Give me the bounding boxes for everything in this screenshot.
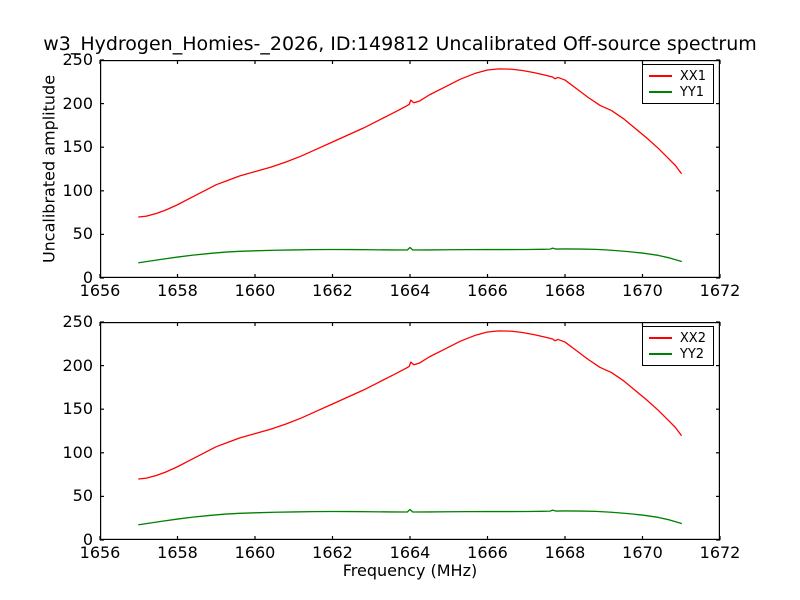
x-tick-label: 1658 bbox=[157, 543, 198, 562]
y-tick-label: 250 bbox=[62, 312, 93, 331]
x-tick-label: 1672 bbox=[699, 281, 741, 300]
x-tick-label: 1656 bbox=[79, 281, 121, 300]
subplot-1: 1656 1658 1660 1662 1664 1666 1668 1670 1672 0 50 1… bbox=[62, 51, 740, 299]
figure-title: w3_Hydrogen_Homies-_2026, ID:149812 Unca… bbox=[43, 33, 757, 55]
subplot-1-canvas bbox=[99, 59, 721, 279]
x-axis-label: Frequency (MHz) bbox=[342, 561, 478, 580]
subplot-2-canvas bbox=[99, 321, 721, 541]
x-tick-label: 1664 bbox=[389, 543, 431, 562]
axes-frame bbox=[100, 60, 720, 279]
y-tick-label: 50 bbox=[72, 486, 93, 506]
legend-entry: YY1 bbox=[648, 84, 706, 100]
legend-label: YY1 bbox=[679, 84, 705, 100]
y-tick-label: 250 bbox=[62, 50, 93, 69]
y-tick-label: 150 bbox=[62, 137, 93, 157]
series-line-yy1 bbox=[138, 246, 682, 264]
x-tick-label: 1670 bbox=[622, 543, 663, 562]
series-line-xx1 bbox=[138, 68, 682, 218]
y-tick-label: 0 bbox=[82, 268, 93, 287]
axes-frame bbox=[100, 322, 720, 541]
legend-label: XX1 bbox=[679, 68, 706, 84]
x-tick-label: 1672 bbox=[699, 543, 741, 562]
legend: XX1 YY1 bbox=[641, 64, 714, 104]
legend-line-sample bbox=[648, 337, 672, 339]
legend-entry: XX2 bbox=[648, 330, 706, 346]
series-line-xx2 bbox=[138, 330, 682, 480]
x-tick-label: 1662 bbox=[312, 281, 353, 300]
y-tick-label: 50 bbox=[72, 224, 93, 244]
x-tick-label: 1666 bbox=[467, 281, 508, 300]
legend-entry: YY2 bbox=[648, 346, 706, 362]
legend-label: YY2 bbox=[679, 346, 705, 362]
x-tick-label: 1666 bbox=[467, 543, 508, 562]
subplot-2: 1656 1658 1660 1662 1664 1666 1668 1670 1672 0 50 1… bbox=[62, 313, 740, 561]
legend-line-sample bbox=[648, 75, 672, 77]
x-tick-label: 1668 bbox=[544, 543, 586, 562]
x-tick-label: 1656 bbox=[79, 543, 121, 562]
y-tick-label: 100 bbox=[62, 180, 93, 200]
legend-line-sample bbox=[648, 91, 672, 93]
x-tick-label: 1668 bbox=[544, 281, 586, 300]
y-tick-label: 0 bbox=[82, 530, 93, 549]
series-line-yy2 bbox=[138, 508, 682, 526]
legend-line-sample bbox=[648, 353, 672, 355]
x-tick-label: 1670 bbox=[622, 281, 663, 300]
x-tick-label: 1658 bbox=[157, 281, 198, 300]
y-tick-label: 150 bbox=[62, 399, 93, 419]
x-tick-label: 1664 bbox=[389, 281, 431, 300]
y-tick-label: 200 bbox=[62, 355, 93, 375]
x-tick-label: 1660 bbox=[234, 543, 276, 562]
y-tick-label: 100 bbox=[62, 442, 93, 462]
y-tick-label: 200 bbox=[62, 93, 93, 113]
legend-entry: XX1 bbox=[648, 68, 706, 84]
legend: XX2 YY2 bbox=[641, 326, 714, 366]
x-tick-label: 1660 bbox=[234, 281, 276, 300]
legend-label: XX2 bbox=[679, 330, 706, 346]
x-tick-label: 1662 bbox=[312, 543, 353, 562]
